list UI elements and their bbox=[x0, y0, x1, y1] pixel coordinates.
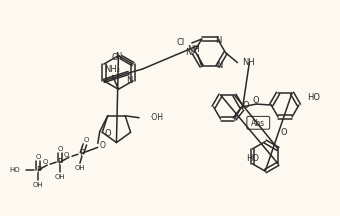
Text: NH: NH bbox=[242, 58, 255, 67]
Text: O: O bbox=[104, 129, 111, 138]
Text: O: O bbox=[36, 154, 41, 160]
Text: O: O bbox=[100, 141, 106, 150]
Text: P: P bbox=[36, 165, 41, 175]
Text: N: N bbox=[115, 52, 122, 61]
Text: O: O bbox=[112, 53, 118, 62]
Text: P: P bbox=[79, 149, 84, 158]
Text: O: O bbox=[242, 101, 249, 110]
FancyBboxPatch shape bbox=[247, 116, 270, 129]
Text: OH: OH bbox=[55, 174, 65, 180]
Text: OH: OH bbox=[74, 165, 85, 171]
Text: Abs: Abs bbox=[251, 119, 265, 128]
Text: O: O bbox=[253, 96, 260, 105]
Text: O: O bbox=[57, 146, 63, 152]
Text: OH: OH bbox=[33, 182, 44, 188]
Text: P: P bbox=[57, 158, 63, 167]
Text: O: O bbox=[64, 152, 69, 158]
Text: O: O bbox=[43, 159, 48, 165]
Text: HO: HO bbox=[246, 154, 259, 163]
Text: N: N bbox=[185, 48, 192, 57]
Text: O: O bbox=[280, 128, 287, 137]
Text: NH: NH bbox=[187, 45, 200, 54]
Text: O: O bbox=[83, 137, 88, 143]
Text: ·OH: ·OH bbox=[149, 113, 163, 122]
Text: NH₂: NH₂ bbox=[104, 65, 120, 74]
Text: N: N bbox=[126, 76, 132, 85]
Text: HO: HO bbox=[9, 167, 20, 173]
Text: HO: HO bbox=[307, 93, 320, 102]
Text: N: N bbox=[216, 35, 222, 44]
Text: N: N bbox=[216, 61, 223, 70]
Text: Cl: Cl bbox=[176, 38, 185, 48]
